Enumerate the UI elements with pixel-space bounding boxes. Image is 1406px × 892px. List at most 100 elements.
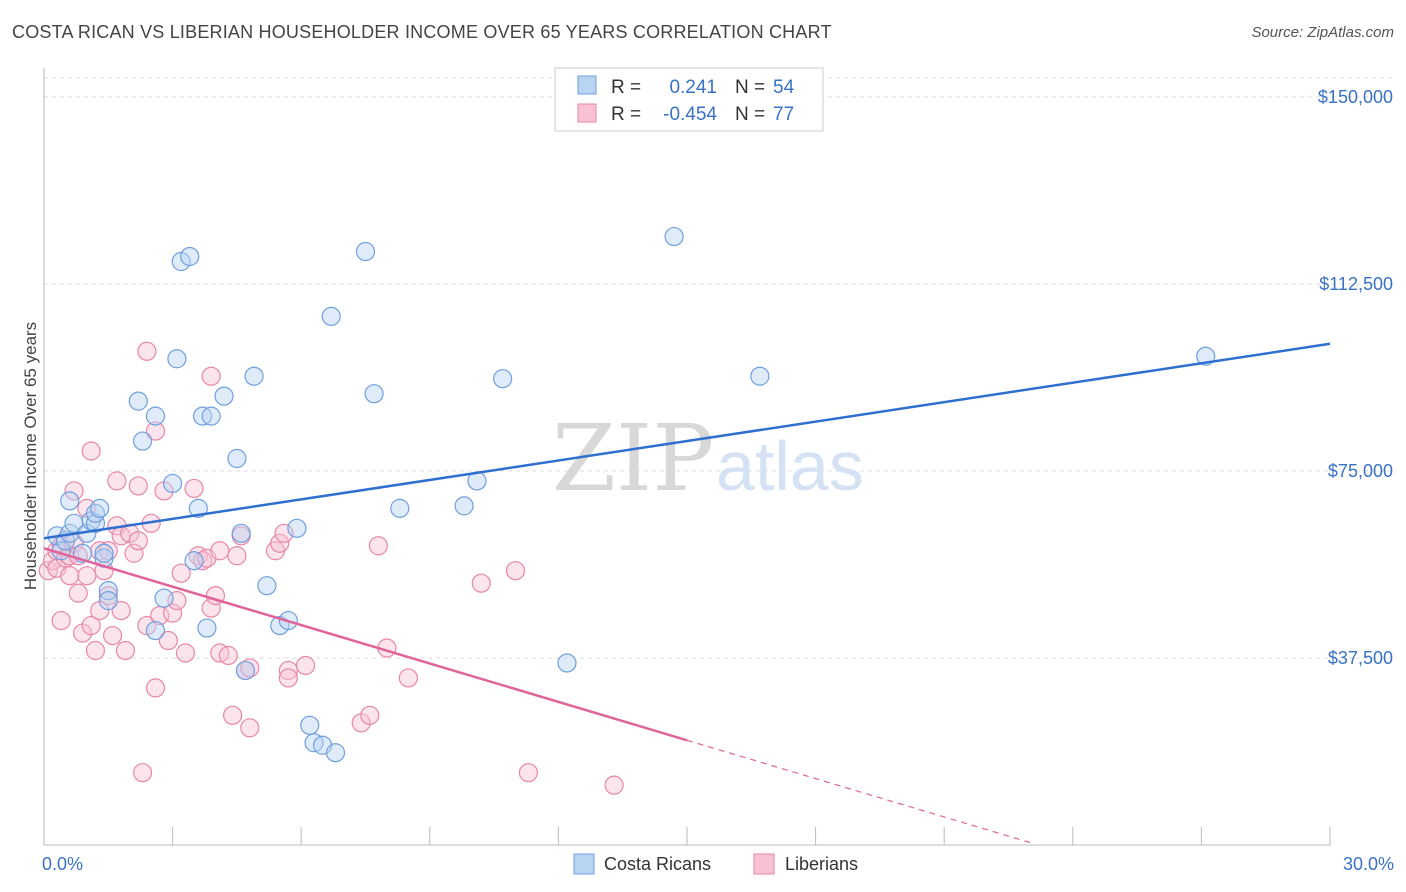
liberians-point-29 <box>115 640 136 661</box>
legend-r-value-1: 0.241 <box>669 77 717 98</box>
liberians-point-42 <box>158 630 178 651</box>
legend-r-value-2: -0.454 <box>663 104 717 125</box>
chart-title: COSTA RICAN VS LIBERIAN HOUSEHOLDER INCO… <box>12 22 832 42</box>
costa-ricans-point-9 <box>85 513 106 533</box>
costa-ricans-point-11 <box>90 498 110 518</box>
liberians-point-71 <box>368 536 388 556</box>
costa-ricans-point-26 <box>188 498 208 518</box>
legend-n-label-1: N = <box>735 77 765 98</box>
trend-line-liberians <box>43 547 688 742</box>
liberians-point-14 <box>77 566 97 586</box>
source-label: Source: ZipAtlas.com <box>1251 24 1394 41</box>
liberians-point-39 <box>145 678 166 698</box>
liberians-point-38 <box>145 421 166 441</box>
liberians-point-76 <box>518 763 538 783</box>
liberians-point-12 <box>68 583 88 603</box>
liberians-point-65 <box>274 523 294 543</box>
liberians-point-28 <box>111 601 131 621</box>
trend-line-liberians-extension <box>686 739 1031 844</box>
liberians-point-26 <box>107 471 127 491</box>
liberians-point-33 <box>128 531 148 551</box>
trend-lines <box>43 342 1331 844</box>
costa-ricans-point-51 <box>664 226 684 247</box>
trend-line-costa-ricans <box>43 342 1331 540</box>
costa-ricans-point-50 <box>557 653 577 673</box>
legend-swatch-liberians <box>577 103 597 123</box>
costa-ricans-point-38 <box>287 518 307 538</box>
axes <box>43 68 1331 846</box>
costa-ricans-point-44 <box>355 241 376 262</box>
liberians-point-18 <box>85 640 106 661</box>
liberians-point-75 <box>505 561 526 581</box>
costa-ricans-point-17 <box>132 431 153 451</box>
liberians-point-52 <box>201 366 221 386</box>
liberians-point-77 <box>604 775 624 795</box>
costa-ricans-point-43 <box>321 306 341 326</box>
costa-ricans-point-4 <box>60 491 80 511</box>
legend: R = 0.241 N = 54 R = -0.454 N = 77 <box>554 67 824 132</box>
liberians-point-8 <box>60 566 80 586</box>
x-tick-label-1: 30.0% <box>1343 854 1394 874</box>
legend-box <box>554 67 824 132</box>
costa-ricans-point-13 <box>94 543 114 563</box>
costa-ricans-point-49 <box>493 369 513 389</box>
bottom-legend-swatch-costa-ricans <box>573 853 595 875</box>
liberians-point-16 <box>81 441 101 461</box>
costa-ricans-point-24 <box>180 246 200 267</box>
liberians-point-70 <box>360 705 380 725</box>
costa-ricans-point-35 <box>257 576 277 596</box>
costa-ricans-point-39 <box>300 715 320 735</box>
costa-ricans-point-31 <box>227 448 247 469</box>
legend-r-label-2: R = <box>611 104 641 125</box>
series-liberians-points <box>38 341 624 795</box>
costa-ricans-point-30 <box>214 386 234 406</box>
y-tick-label-2: $112,500 <box>1319 274 1393 294</box>
liberians-point-56 <box>218 645 238 666</box>
watermark-atlas: atlas <box>716 427 864 505</box>
liberians-point-35 <box>137 341 157 361</box>
liberians-point-74 <box>471 573 491 593</box>
costa-ricans-point-20 <box>154 588 174 608</box>
costa-ricans-point-19 <box>145 620 166 641</box>
costa-ricans-point-14 <box>98 581 118 601</box>
costa-ricans-point-46 <box>390 498 410 518</box>
costa-ricans-point-52 <box>750 366 770 386</box>
liberians-point-43 <box>163 603 183 623</box>
costa-ricans-point-15 <box>98 591 118 611</box>
liberians-point-62 <box>240 718 260 738</box>
liberians-point-47 <box>184 478 204 499</box>
costa-ricans-point-28 <box>197 618 217 638</box>
liberians-point-9 <box>64 481 84 501</box>
liberians-point-57 <box>223 705 243 725</box>
liberians-point-45 <box>171 563 191 583</box>
costa-ricans-point-18 <box>145 406 166 426</box>
y-axis-title: Householder Income Over 65 years <box>21 322 40 590</box>
liberians-point-68 <box>295 655 316 676</box>
liberians-point-34 <box>132 763 153 783</box>
costa-ricans-point-22 <box>167 349 187 369</box>
liberians-point-24 <box>102 625 123 646</box>
x-tick-labels: 0.0% 30.0% <box>42 854 1394 874</box>
y-tick-label-0: $37,500 <box>1328 648 1393 668</box>
costa-ricans-point-42 <box>325 743 346 763</box>
costa-ricans-point-45 <box>364 384 384 404</box>
liberians-point-64 <box>270 533 290 553</box>
costa-ricans-point-33 <box>235 660 256 681</box>
costa-ricans-point-25 <box>184 551 204 571</box>
costa-ricans-point-16 <box>128 391 148 411</box>
costa-ricans-point-32 <box>231 523 251 543</box>
y-tick-label-3: $150,000 <box>1318 87 1393 107</box>
liberians-point-67 <box>278 668 298 688</box>
bottom-legend: Costa Ricans Liberians <box>573 853 858 875</box>
bottom-legend-swatch-liberians <box>753 853 775 875</box>
liberians-point-73 <box>398 668 418 688</box>
legend-n-value-2: 77 <box>773 104 794 125</box>
liberians-point-22 <box>98 586 118 606</box>
bottom-legend-label-liberians: Liberians <box>785 854 858 874</box>
legend-r-label-1: R = <box>611 77 641 98</box>
liberians-point-31 <box>124 543 144 563</box>
liberians-point-17 <box>81 615 101 636</box>
liberians-point-46 <box>175 643 196 663</box>
legend-n-value-1: 54 <box>773 77 795 98</box>
